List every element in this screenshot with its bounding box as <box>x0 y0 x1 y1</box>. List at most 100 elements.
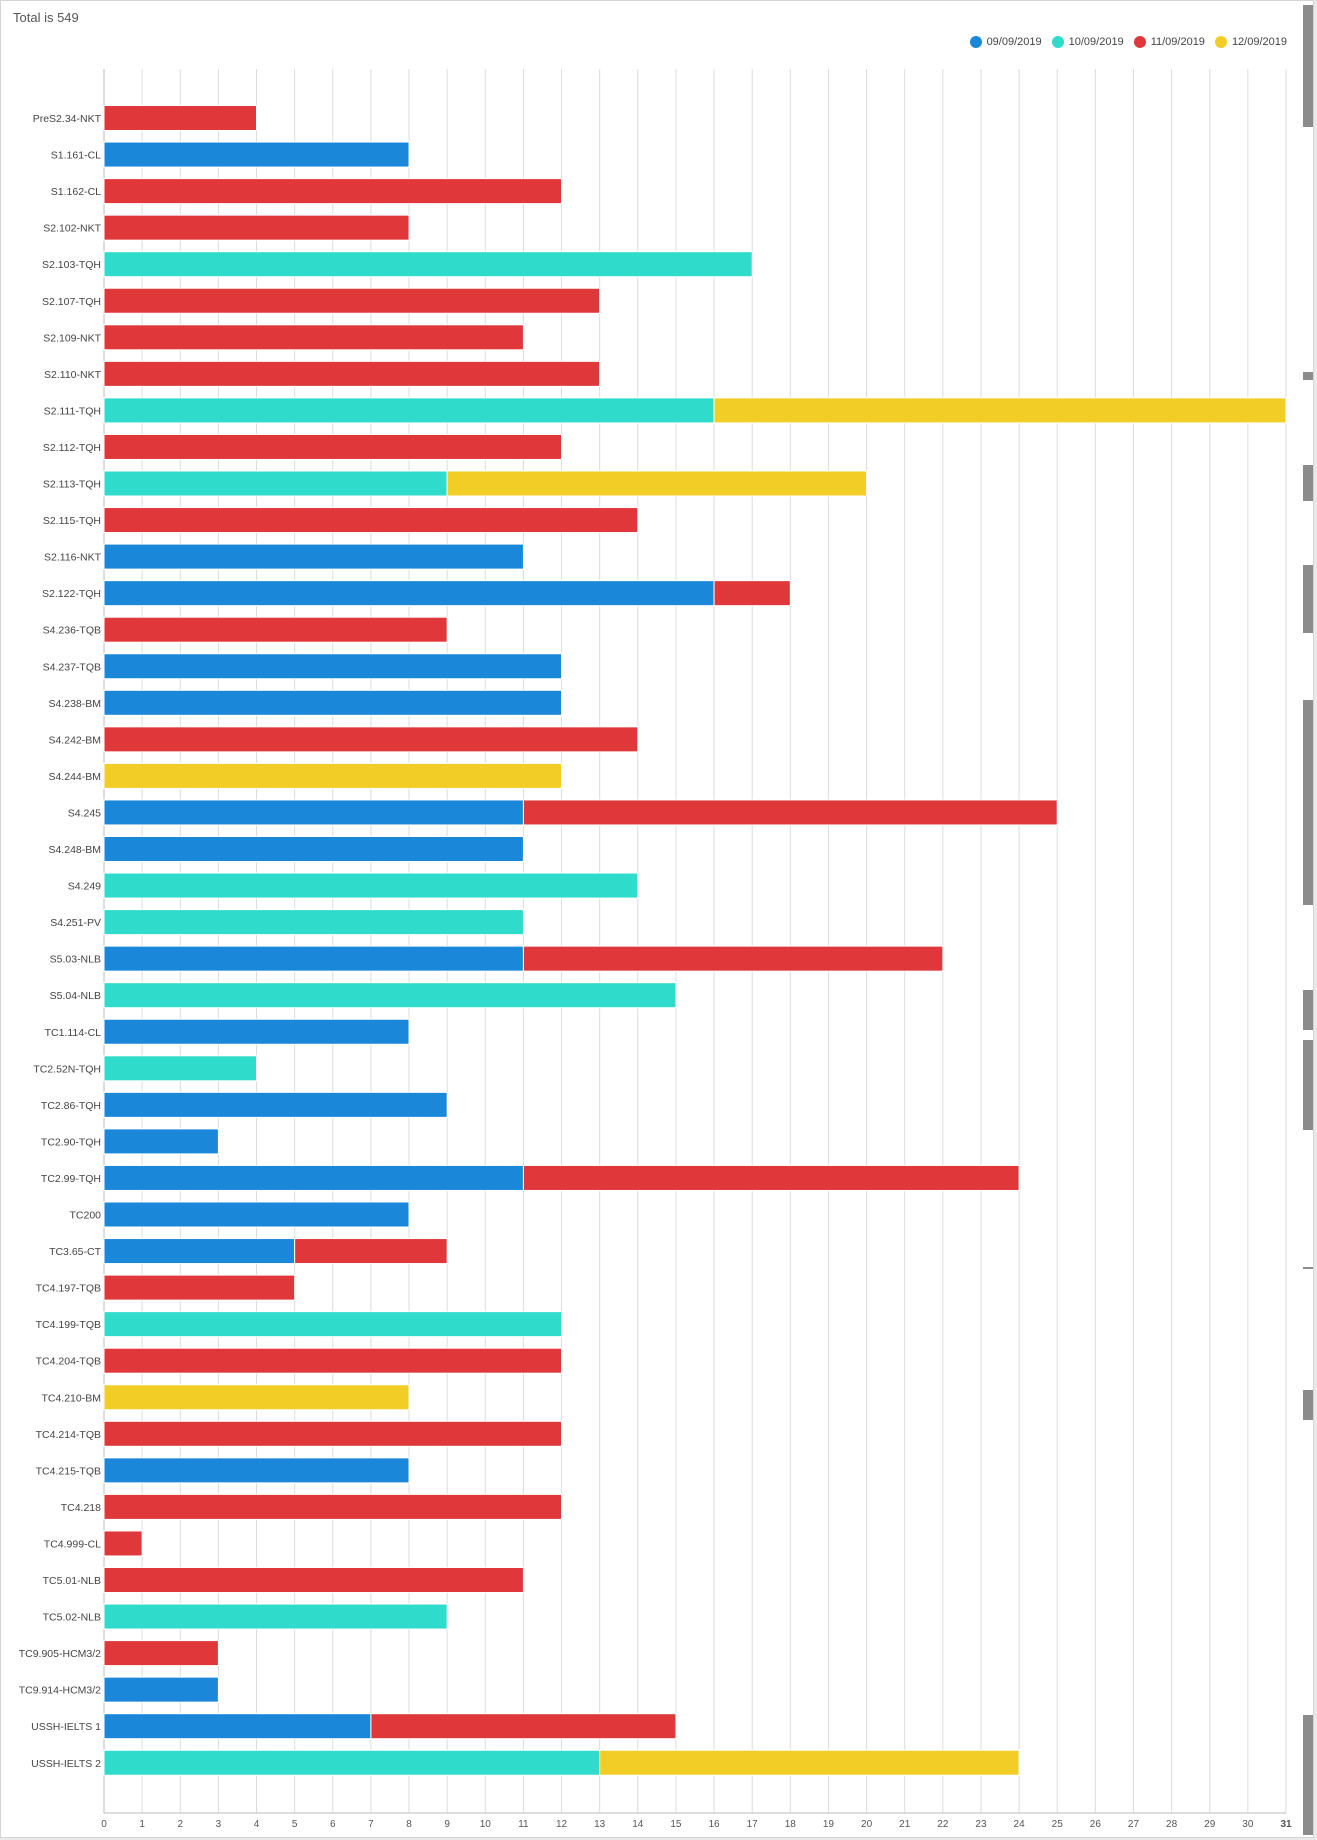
scrollbar-thumb[interactable] <box>1303 372 1313 380</box>
bar-segment[interactable] <box>103 360 601 387</box>
bar-segment[interactable] <box>103 1274 296 1301</box>
bar-segment[interactable] <box>103 1347 563 1374</box>
bar-segment[interactable] <box>103 1164 524 1191</box>
bar-segment[interactable] <box>103 872 639 899</box>
scrollbar-thumb[interactable] <box>1303 1040 1313 1130</box>
category-label: TC5.02-NLB <box>43 1612 101 1624</box>
bar-segment[interactable] <box>103 762 563 789</box>
x-tick-label: 9 <box>444 1819 450 1830</box>
x-tick-label: 2 <box>177 1819 183 1830</box>
bar-segment[interactable] <box>522 799 1058 826</box>
x-tick-label: 10 <box>480 1819 492 1830</box>
category-label: S5.04-NLB <box>50 990 101 1002</box>
bar-segment[interactable] <box>103 507 639 534</box>
category-label: S2.109-NKT <box>43 332 101 344</box>
bar-segment[interactable] <box>103 836 524 862</box>
legend-item[interactable]: 10/09/2019 <box>1051 36 1124 48</box>
bar-segment[interactable] <box>103 178 563 205</box>
legend-label: 12/09/2019 <box>1231 36 1287 48</box>
category-label: S5.03-NLB <box>50 954 101 966</box>
category-label: S1.161-CL <box>51 150 101 162</box>
x-tick-label: 13 <box>594 1819 606 1830</box>
bar-segment[interactable] <box>522 945 944 972</box>
bar-segment[interactable] <box>446 470 868 497</box>
bar-segment[interactable] <box>103 1311 563 1338</box>
bar-segment[interactable] <box>103 1530 143 1557</box>
bar-segment[interactable] <box>713 580 791 607</box>
category-label: TC4.204-TQB <box>36 1356 101 1368</box>
category-label: TC9.914-HCM3/2 <box>19 1685 101 1697</box>
bar-segment[interactable] <box>103 799 524 826</box>
bar-segment[interactable] <box>103 251 753 278</box>
bar-segment[interactable] <box>103 105 258 131</box>
bar-segment[interactable] <box>103 397 715 424</box>
bar-segment[interactable] <box>103 1749 601 1776</box>
bar-segment[interactable] <box>103 1091 448 1118</box>
bar-segment[interactable] <box>103 1676 219 1703</box>
x-tick-label: 25 <box>1052 1819 1064 1830</box>
category-label: S2.116-NKT <box>44 552 102 564</box>
category-label: TC4.215-TQB <box>36 1465 101 1477</box>
legend-item[interactable]: 12/09/2019 <box>1214 36 1287 48</box>
scrollbar-thumb[interactable] <box>1303 1715 1313 1835</box>
bar-segment[interactable] <box>103 1128 219 1155</box>
bar-segment[interactable] <box>103 909 524 936</box>
bar-segment[interactable] <box>103 1713 372 1740</box>
bar-segment[interactable] <box>103 726 639 753</box>
scrollbar-thumb[interactable] <box>1303 465 1313 501</box>
bar-segment[interactable] <box>103 982 677 1009</box>
bar-segment[interactable] <box>103 945 524 972</box>
bar-segment[interactable] <box>103 324 524 351</box>
category-label: S4.249 <box>68 881 101 893</box>
legend: 09/09/2019 10/09/2019 11/09/2019 12/09/2019 <box>969 36 1287 48</box>
scrollbar-thumb[interactable] <box>1303 5 1313 127</box>
category-label: S2.111-TQH <box>44 405 101 417</box>
bar-segment[interactable] <box>103 470 448 497</box>
bar-segment[interactable] <box>599 1749 1020 1776</box>
bar-segment[interactable] <box>103 433 563 460</box>
x-tick-label: 24 <box>1014 1819 1026 1830</box>
bar-segment[interactable] <box>103 1055 258 1082</box>
bar-segment[interactable] <box>103 616 448 643</box>
bar-segment[interactable] <box>103 1238 296 1265</box>
bar-segment[interactable] <box>103 287 601 314</box>
category-label: TC2.90-TQH <box>41 1136 101 1148</box>
bar-segment[interactable] <box>103 580 715 607</box>
bar-segment[interactable] <box>294 1238 448 1265</box>
legend-item[interactable]: 09/09/2019 <box>969 36 1042 48</box>
bar-segment[interactable] <box>103 653 563 680</box>
bar-segment[interactable] <box>103 543 524 570</box>
x-tick-label: 31 <box>1280 1819 1292 1830</box>
bar-segment[interactable] <box>103 1018 410 1045</box>
bar-segment[interactable] <box>103 1420 563 1447</box>
category-label: TC2.52N-TQH <box>33 1063 101 1075</box>
category-label: TC2.99-TQH <box>41 1173 101 1185</box>
scrollbar-thumb[interactable] <box>1303 990 1313 1030</box>
scrollbar[interactable] <box>1303 5 1313 1835</box>
legend-item[interactable]: 11/09/2019 <box>1133 36 1205 48</box>
legend-swatch <box>969 36 982 48</box>
bar-segment[interactable] <box>103 1603 448 1630</box>
x-tick-label: 17 <box>747 1819 759 1830</box>
category-label: S2.112-TQH <box>43 442 101 454</box>
category-label: TC4.197-TQB <box>36 1283 101 1295</box>
scrollbar-thumb[interactable] <box>1303 700 1313 905</box>
scrollbar-thumb[interactable] <box>1303 565 1313 633</box>
bar-segment[interactable] <box>103 1384 410 1411</box>
bar-segment[interactable] <box>103 1567 524 1593</box>
bar-segment[interactable] <box>103 1640 219 1667</box>
bar-segment[interactable] <box>370 1713 677 1740</box>
category-label: PreS2.34-NKT <box>33 113 102 125</box>
x-tick-label: 15 <box>670 1819 682 1830</box>
bar-segment[interactable] <box>103 214 410 241</box>
bar-segment[interactable] <box>103 141 410 168</box>
scrollbar-thumb[interactable] <box>1303 1390 1313 1420</box>
bar-segment[interactable] <box>103 1457 410 1484</box>
legend-swatch <box>1214 36 1227 48</box>
bar-segment[interactable] <box>103 689 563 716</box>
bar-segment[interactable] <box>713 397 1287 424</box>
bar-segment[interactable] <box>103 1493 563 1520</box>
bar-segment[interactable] <box>522 1164 1020 1191</box>
bar-segment[interactable] <box>103 1201 410 1228</box>
